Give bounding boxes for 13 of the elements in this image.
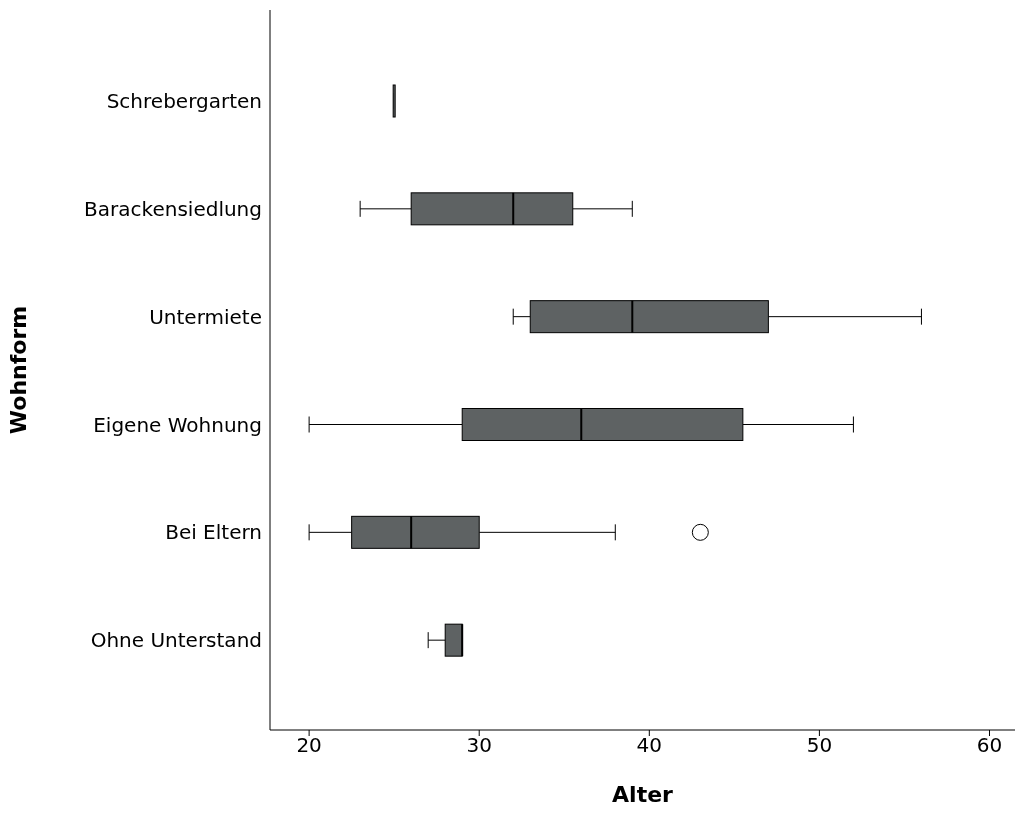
x-tick-label: 40 (636, 733, 663, 758)
y-tick-label: Eigene Wohnung (93, 412, 262, 437)
y-tick-label: Schrebergarten (106, 89, 262, 114)
x-tick-label: 20 (296, 733, 322, 758)
x-tick-label: 50 (806, 733, 833, 758)
y-tick-label: Untermiete (149, 304, 262, 329)
x-tick-label: 60 (976, 733, 1003, 758)
y-tick-label: Barackensiedlung (84, 196, 262, 221)
x-axis-title: Alter (612, 782, 674, 807)
y-tick-label: Bei Eltern (165, 520, 262, 545)
y-axis-title: Wohnform (5, 305, 31, 435)
x-tick-label: 30 (466, 733, 492, 758)
y-tick-label: Ohne Unterstand (90, 628, 262, 653)
